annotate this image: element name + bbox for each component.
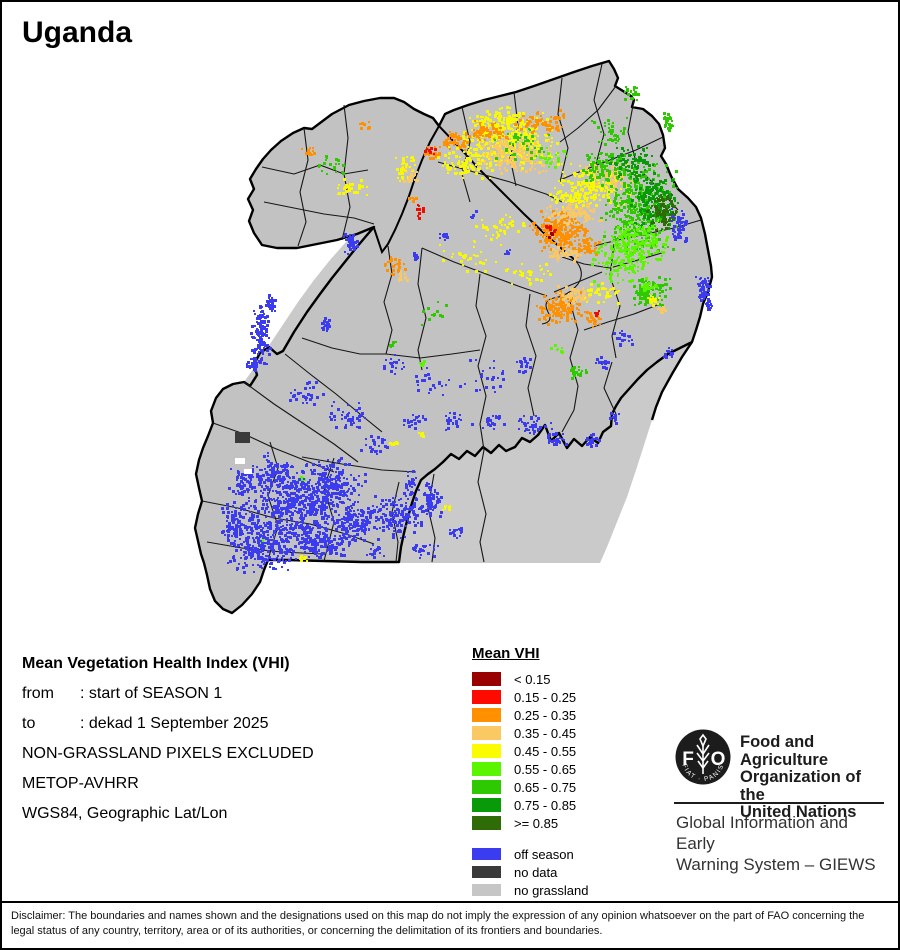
legend-swatch [472,884,501,896]
legend-row: 0.65 - 0.75 [472,778,588,796]
disclaimer-bar: Disclaimer: The boundaries and names sho… [2,901,898,948]
legend-row: 0.55 - 0.65 [472,760,588,778]
legend-row: 0.45 - 0.55 [472,742,588,760]
fao-logo: F O FIAT · PANIS [675,729,731,785]
legend-row: 0.35 - 0.45 [472,724,588,742]
legend-swatch [472,762,501,776]
info-from: from : start of SEASON 1 [22,683,314,713]
legend-swatch [472,816,501,830]
legend-label: 0.55 - 0.65 [514,761,577,777]
legend-label: 0.45 - 0.55 [514,743,577,759]
legend-label: no grassland [514,882,589,898]
map-info-block: Mean Vegetation Health Index (VHI) from:… [22,653,314,833]
info-sensor: METOP-AVHRR [22,775,139,792]
fao-logo-letter-f: F [682,749,694,770]
legend-row: >= 0.85 [472,814,588,832]
fao-wheat-icon [696,733,710,774]
legend-row: 0.25 - 0.35 [472,706,588,724]
legend-row: no data [472,863,588,881]
legend-swatch [472,798,501,812]
legend-row: no grassland [472,881,588,899]
legend-label: < 0.15 [514,671,551,687]
legend-swatch [472,866,501,878]
info-title: Mean Vegetation Health Index (VHI) [22,655,290,672]
lake-victoria [399,342,692,563]
giews-label: Global Information and Early Warning Sys… [676,813,876,874]
info-projection: WGS84, Geographic Lat/Lon [22,805,228,822]
legend-row: 0.75 - 0.85 [472,796,588,814]
info-exclusion: NON-GRASSLAND PIXELS EXCLUDED [22,745,314,762]
fao-block: F O FIAT · PANIS Food and Agriculture Or… [674,728,886,874]
vhi-pixels [221,86,713,574]
legend-row: < 0.15 [472,670,588,688]
legend: Mean VHI < 0.15 0.15 - 0.25 0.25 - 0.35 0.3… [472,645,588,899]
legend-label: off season [514,846,574,862]
legend-extras: off season no data no grassland [472,845,588,899]
legend-label: 0.35 - 0.45 [514,725,577,741]
legend-swatch [472,672,501,686]
legend-label: no data [514,864,558,880]
info-to-label: to [22,715,36,732]
legend-label: 0.15 - 0.25 [514,689,577,705]
legend-swatch [472,708,501,722]
legend-label: 0.25 - 0.35 [514,707,577,723]
fao-divider [674,802,884,804]
info-to: to : dekad 1 September 2025 [22,713,314,743]
legend-classes: < 0.15 0.15 - 0.25 0.25 - 0.35 0.35 - 0.45 0… [472,670,588,832]
info-to-value: : dekad 1 September 2025 [80,715,269,732]
legend-swatch [472,690,501,704]
legend-label: 0.75 - 0.85 [514,797,577,813]
info-from-value: : start of SEASON 1 [80,685,223,702]
legend-swatch [472,726,501,740]
fao-org-name: Food and Agriculture Organization of the… [740,733,861,821]
no-data-patch [235,432,252,474]
fao-logo-letter-o: O [711,749,726,770]
info-from-label: from [22,685,54,702]
page-title: Uganda [22,16,133,49]
legend-title: Mean VHI [472,645,540,662]
legend-row: 0.15 - 0.25 [472,688,588,706]
legend-label: 0.65 - 0.75 [514,779,577,795]
legend-swatch [472,848,501,860]
legend-swatch [472,780,501,794]
legend-label: >= 0.85 [514,815,559,831]
legend-swatch [472,744,501,758]
legend-row: off season [472,845,588,863]
border-in-lake [650,341,693,421]
